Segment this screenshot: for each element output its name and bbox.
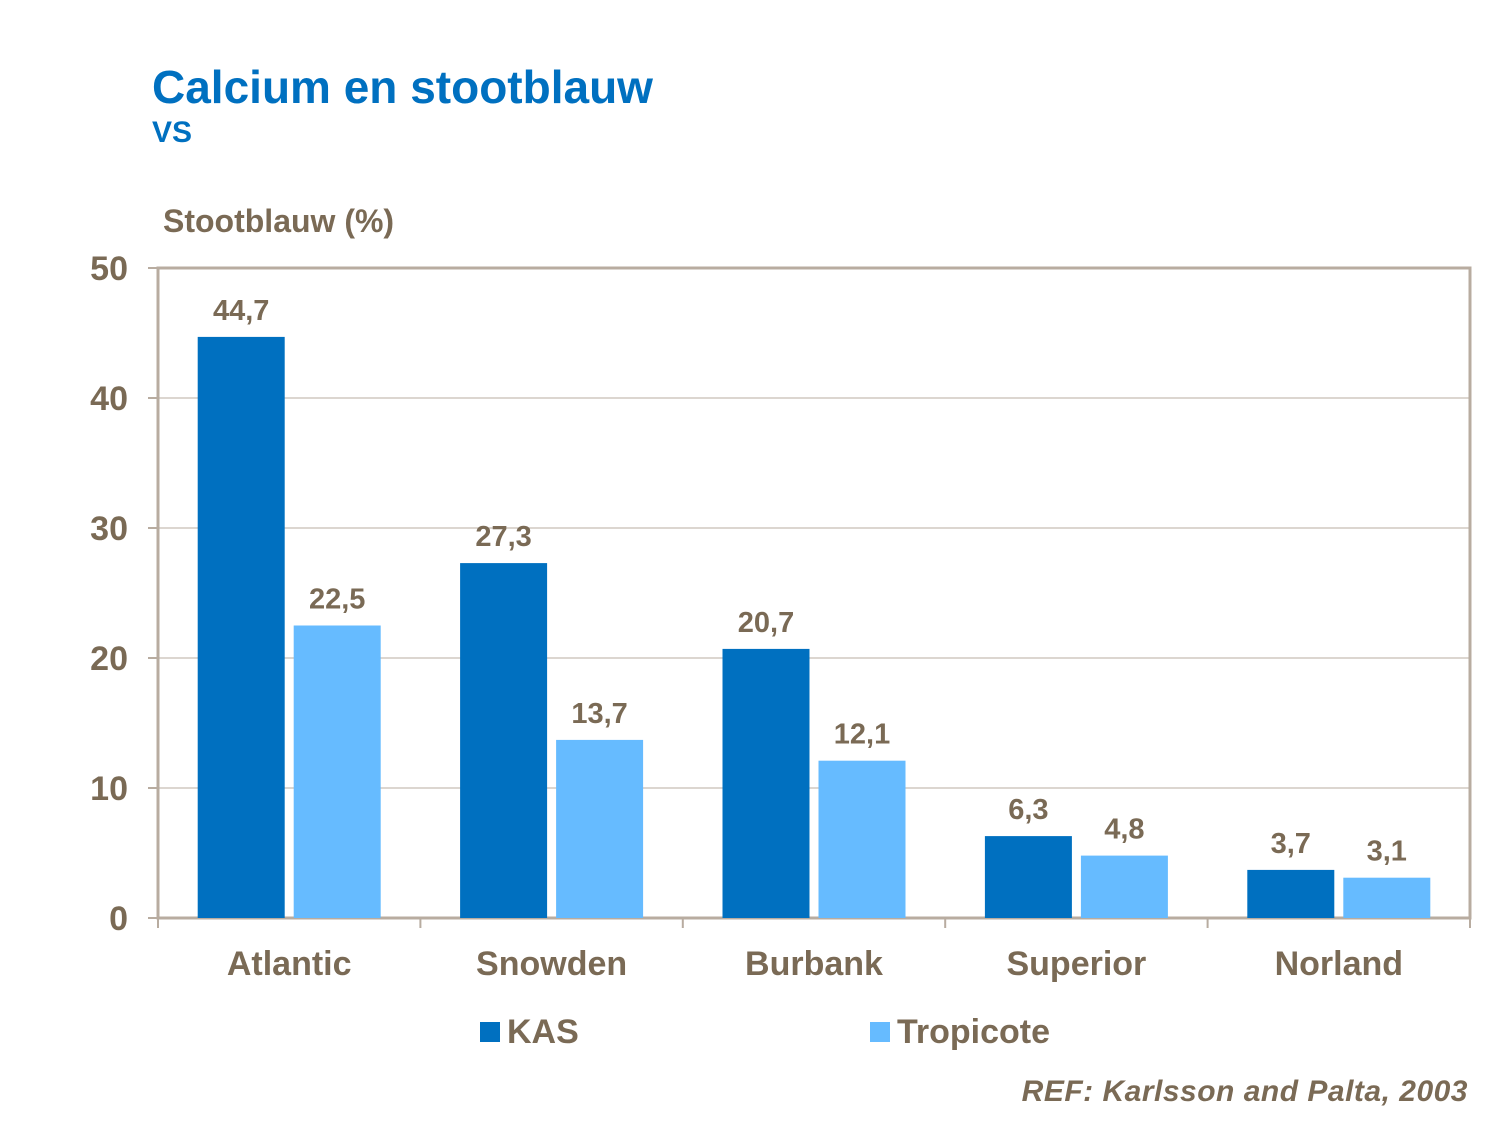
y-tick-label: 50 bbox=[90, 250, 128, 288]
bar-tropicote bbox=[293, 625, 381, 918]
x-tick-label: Superior bbox=[1006, 945, 1146, 983]
data-label: 27,3 bbox=[475, 521, 531, 553]
x-tick-label: Norland bbox=[1275, 945, 1403, 983]
x-tick-label: Burbank bbox=[745, 945, 883, 983]
data-label: 20,7 bbox=[738, 607, 794, 639]
y-tick-label: 10 bbox=[90, 770, 128, 808]
plot-frame bbox=[156, 266, 1472, 920]
bar-kas bbox=[1247, 869, 1335, 918]
bar-tropicote bbox=[556, 739, 644, 918]
bar-kas bbox=[984, 836, 1072, 918]
reference-annotation: REF: Karlsson and Palta, 2003 bbox=[1021, 1075, 1468, 1108]
data-label: 6,3 bbox=[1008, 794, 1048, 826]
x-tick-label: Atlantic bbox=[227, 945, 352, 983]
legend-swatch-tropicote bbox=[870, 1022, 890, 1042]
x-tick-label: Snowden bbox=[476, 945, 627, 983]
bar-tropicote bbox=[818, 760, 906, 918]
data-label: 22,5 bbox=[309, 584, 365, 616]
y-tick-label: 40 bbox=[90, 380, 128, 418]
chart-subtitle: VS bbox=[152, 116, 193, 149]
legend-swatch-kas bbox=[480, 1022, 500, 1042]
bar-tropicote bbox=[1080, 855, 1168, 918]
chart-title: Calcium en stootblauw bbox=[152, 61, 653, 113]
y-tick-label: 0 bbox=[109, 900, 128, 938]
data-label: 12,1 bbox=[834, 719, 890, 751]
bar-kas bbox=[197, 336, 285, 918]
legend-label: Tropicote bbox=[897, 1013, 1050, 1051]
bar-tropicote bbox=[1343, 877, 1431, 918]
data-label: 3,1 bbox=[1367, 836, 1407, 868]
bar-kas bbox=[460, 563, 548, 918]
bar-kas bbox=[722, 648, 810, 918]
data-label: 13,7 bbox=[571, 698, 627, 730]
legend-label: KAS bbox=[507, 1013, 579, 1051]
y-axis-label: Stootblauw (%) bbox=[163, 203, 394, 239]
data-label: 44,7 bbox=[213, 295, 269, 327]
data-label: 4,8 bbox=[1104, 814, 1144, 846]
y-tick-label: 20 bbox=[90, 640, 128, 678]
y-tick-label: 30 bbox=[90, 510, 128, 548]
data-label: 3,7 bbox=[1271, 828, 1311, 860]
